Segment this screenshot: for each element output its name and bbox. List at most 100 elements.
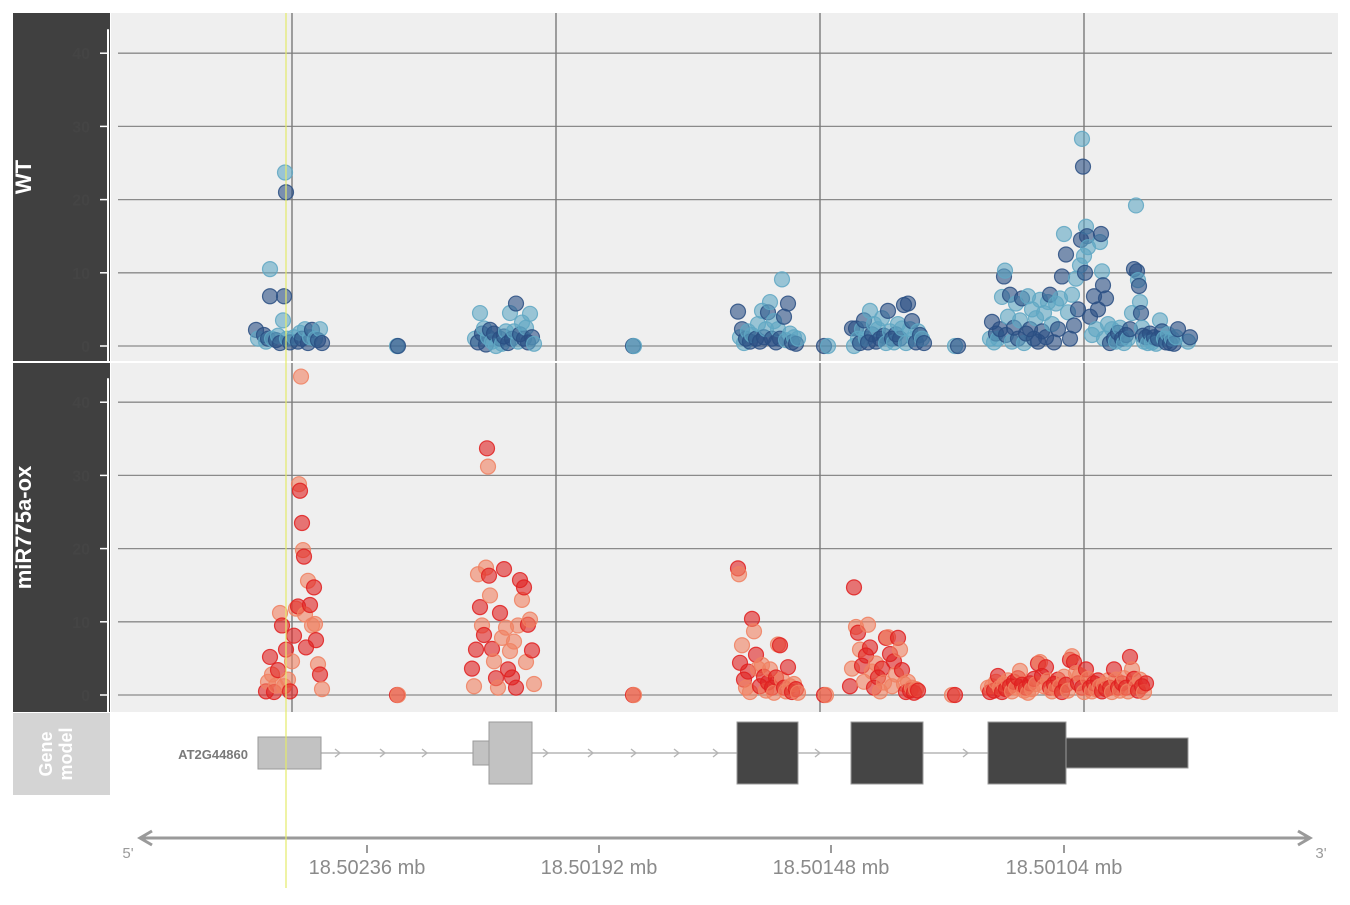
data-point [915,334,933,352]
data-point [625,686,643,704]
data-point [1181,329,1199,346]
data-point [305,579,323,596]
data-point [479,458,497,475]
data-point [819,337,837,355]
data-point [306,615,324,633]
data-point [1092,225,1110,243]
gene-name: AT2G44860 [178,747,248,762]
data-point [1055,225,1073,243]
data-point [761,293,779,311]
data-point [1130,277,1148,295]
data-point [307,631,325,649]
exon-block [850,721,924,785]
data-point [1094,277,1112,294]
strand-arrow [587,748,595,758]
data-point [311,321,329,338]
axis-arrow-left [137,829,153,847]
data-point [1053,268,1071,285]
strand-arrow [379,748,387,758]
data-point [292,368,310,385]
data-point [261,288,279,305]
strand-arrow [712,748,720,758]
genomic-axis: 5' 3' 18.50236 mb 18.50192 mb 18.50148 mb 18.… [122,829,1327,879]
data-point [291,482,309,499]
gene-model-label-line: Gene [36,731,56,776]
data-point [1073,130,1091,147]
data-point [481,587,499,604]
data-point [1065,317,1083,334]
y-tick-label: 10 [72,266,90,283]
data-point [817,686,835,704]
data-point [285,627,303,644]
panel-strip [13,363,110,712]
exon-block [987,721,1067,785]
exon-block [1065,737,1189,769]
gene-model-label: Genemodel [36,727,76,780]
data-point [779,659,797,676]
data-point [1074,158,1092,175]
data-point [389,686,407,704]
data-point [275,288,293,305]
data-point [625,337,643,355]
data-point [313,681,331,698]
panel-strip [13,13,110,361]
data-point [1069,301,1087,318]
strand-arrow [542,748,550,758]
data-point [789,684,807,701]
panel-miR775a-ox: miR775a-ox 0 10 20 30 40 [11,363,1338,712]
data-point [845,579,863,596]
data-point [389,337,407,355]
strand-arrow [673,748,681,758]
data-point [491,604,509,622]
data-point [891,641,909,658]
data-point [495,560,513,578]
series-points [247,130,1199,355]
panel-label: WT [11,159,36,194]
strand-arrow [814,748,822,758]
data-point [261,261,279,278]
data-point [1169,321,1187,338]
data-point [523,642,541,659]
data-point [515,579,533,596]
data-point [467,641,485,658]
y-tick-label: 20 [72,193,90,210]
data-point [525,675,543,693]
data-point [274,312,292,329]
data-point [485,653,503,670]
data-point [779,295,797,312]
data-point [1049,321,1067,338]
exon-block [472,740,490,766]
data-point [1093,263,1111,280]
data-point [471,599,489,616]
data-point [525,335,543,352]
data-point [1076,264,1094,281]
x-tick-label: 18.50236 mb [309,857,426,879]
data-point [301,596,319,614]
data-point [261,648,279,666]
data-point [1089,301,1107,318]
data-point [789,330,807,347]
data-point [841,678,859,695]
data-point [465,678,483,695]
data-point [283,653,301,670]
y-tick-label: 0 [81,339,90,356]
data-point [471,304,489,322]
data-point [521,611,539,628]
y-tick-label: 40 [72,395,90,412]
data-point [949,337,967,355]
data-point [311,666,329,683]
data-point [478,440,496,457]
axis-end-label: 5' [122,845,133,862]
data-point [1063,286,1081,303]
data-point [861,639,879,656]
data-point [507,295,525,312]
y-tick-label: 0 [81,688,90,705]
y-tick-label: 20 [72,542,90,559]
series-points [257,368,1155,704]
strand-arrow [630,748,638,758]
strand-arrow [334,748,342,758]
data-point [1097,290,1115,307]
data-point [273,617,291,634]
data-point [276,164,294,181]
